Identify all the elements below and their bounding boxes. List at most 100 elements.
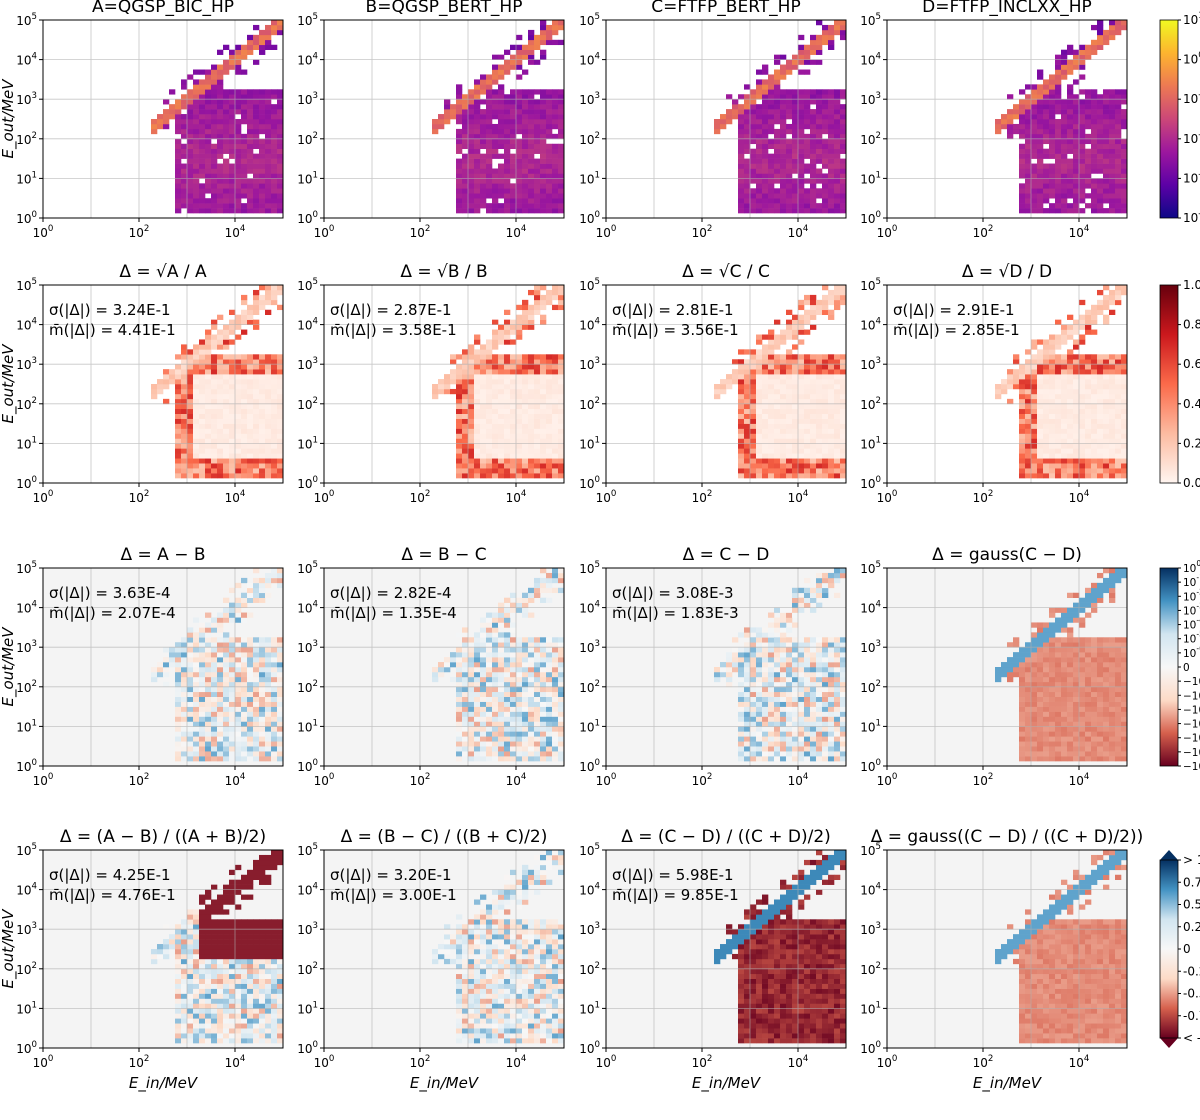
stat-sigma-value: 2.91E-1 (957, 301, 1015, 319)
y-tick-label: 100 (579, 475, 600, 491)
stat-mean-value: 4.76E-1 (118, 886, 176, 904)
y-tick-label: 105 (297, 560, 318, 576)
x-tick-label: 104 (1069, 224, 1090, 240)
colorbar-tick-label: 10-5 (1183, 630, 1200, 646)
x-tick-label: 104 (225, 1054, 246, 1070)
panel-r1-c3: 100 101 102 103 104 105 100 102 104 C=FTFP_BERT_H… (579, 0, 847, 240)
grid (43, 568, 283, 766)
y-tick-label: 105 (579, 560, 600, 576)
x-tick-label: 102 (692, 772, 713, 788)
y-tick-label: 104 (16, 600, 37, 616)
stat-sigma-value: 2.82E-4 (394, 584, 452, 602)
stat-sigma-label: σ(|Δ|) = 3.08E-3 (612, 584, 734, 602)
stat-mean-value: 3.00E-1 (399, 886, 457, 904)
y-tick-label: 100 (579, 210, 600, 226)
y-tick-label: 101 (579, 170, 600, 186)
y-tick-label: 105 (16, 12, 37, 28)
colorbar-tick-label: 10-6 (1183, 644, 1200, 660)
heatmap-cells (432, 20, 565, 214)
colorbar-tick-label: 0.0 (1183, 476, 1200, 490)
y-tick-label: 102 (579, 396, 600, 412)
stat-mean-label: m̄(|Δ|) = 3.00E-1 (330, 886, 457, 904)
panel-r4-c3: 100 101 102 103 104 105 100 102 104 Δ = (C − D) /… (579, 827, 847, 1093)
x-tick-label: 102 (410, 772, 431, 788)
y-tick-label: 102 (297, 131, 318, 147)
panel-title: Δ = gauss(C − D) (932, 545, 1082, 565)
stat-mean-value: 4.41E-1 (118, 321, 176, 339)
heatmap-cells (995, 850, 1128, 1044)
y-tick-label: 101 (16, 435, 37, 451)
stat-sigma-value: 3.20E-1 (394, 866, 452, 884)
stat-sigma-label: σ(|Δ|) = 3.24E-1 (49, 301, 171, 319)
x-tick-label: 104 (788, 1054, 809, 1070)
x-tick-label: 102 (410, 1054, 431, 1070)
colorbar-row-3: 10010-110-210-310-410-510-60−10-6−10-5−1… (1159, 559, 1200, 773)
y-tick-label: 100 (297, 475, 318, 491)
y-tick-label: 100 (16, 758, 37, 774)
grid (324, 568, 564, 766)
grid (606, 850, 846, 1048)
x-tick-label: 100 (33, 489, 54, 505)
y-axis-label: E_out/MeV (0, 78, 18, 159)
x-tick-label: 100 (314, 224, 335, 240)
x-tick-label: 102 (973, 772, 994, 788)
y-tick-label: 104 (579, 52, 600, 68)
colorbar-tick-label: 0.8 (1183, 318, 1200, 332)
panel-r3-c4: 100 101 102 103 104 105 100 102 104 Δ = gauss(C −… (860, 545, 1128, 788)
colorbar-tick-label: 1.0 (1183, 278, 1200, 292)
colorbar-tick-label: −10-1 (1183, 743, 1200, 759)
panel-r4-c1: 100 101 102 103 104 105 100 102 104 Δ = (A − B) /… (0, 827, 284, 1093)
colorbar-tick-label: 0 (1183, 942, 1191, 956)
stat-mean-value: 9.85E-1 (681, 886, 739, 904)
stat-mean-value: 1.83E-3 (681, 604, 739, 622)
panel-title: C=FTFP_BERT_HP (651, 0, 800, 17)
colorbar-tick-label: 0.4 (1183, 397, 1200, 411)
x-tick-label: 100 (877, 772, 898, 788)
panel-r2-c3: 100 101 102 103 104 105 100 102 104 Δ = √C / C σ(|… (579, 262, 847, 505)
y-tick-label: 101 (579, 435, 600, 451)
x-tick-label: 104 (788, 224, 809, 240)
panel-title: Δ = √A / A (119, 262, 207, 282)
x-tick-label: 100 (33, 1054, 54, 1070)
y-axis-label: E_out/MeV (0, 626, 18, 707)
panel-title: Δ = (B − C) / ((B + C)/2) (341, 827, 548, 847)
panel-r4-c2: 100 101 102 103 104 105 100 102 104 Δ = (B − C) /… (297, 827, 565, 1093)
heatmap-cells (151, 850, 284, 1044)
stat-mean-value: 3.56E-1 (681, 321, 739, 339)
y-tick-label: 103 (297, 91, 318, 107)
y-tick-label: 103 (579, 921, 600, 937)
x-tick-label: 100 (33, 224, 54, 240)
y-tick-label: 105 (579, 842, 600, 858)
grid (606, 285, 846, 483)
y-tick-label: 100 (860, 758, 881, 774)
y-tick-label: 101 (579, 718, 600, 734)
grid (887, 568, 1127, 766)
grid (887, 20, 1127, 218)
y-tick-label: 100 (860, 1040, 881, 1056)
y-tick-label: 105 (297, 277, 318, 293)
colorbar-tick-label: 100 (1183, 559, 1200, 575)
colorbar-tick-label: 10-2 (1183, 130, 1200, 146)
heatmap-cells (714, 285, 847, 479)
colorbar-extend-max (1160, 850, 1178, 860)
colorbar-tick-label: 10-3 (1183, 169, 1200, 185)
stat-mean-label: m̄(|Δ|) = 2.85E-1 (893, 321, 1020, 339)
panel-r1-c2: 100 101 102 103 104 105 100 102 104 B=QGSP_BERT_H… (297, 0, 565, 240)
stat-mean-label: m̄(|Δ|) = 2.07E-4 (49, 604, 176, 622)
stat-sigma-label: σ(|Δ|) = 5.98E-1 (612, 866, 734, 884)
stat-mean-value: 3.58E-1 (399, 321, 457, 339)
x-tick-label: 100 (314, 1054, 335, 1070)
x-tick-label: 104 (225, 224, 246, 240)
heatmap-cells (432, 568, 565, 762)
y-tick-label: 101 (16, 170, 37, 186)
x-tick-label: 104 (225, 772, 246, 788)
colorbar-tick-label: 0.25 (1183, 920, 1200, 934)
colorbar-tick-label: 0.5 (1183, 898, 1200, 912)
y-tick-label: 103 (579, 356, 600, 372)
x-tick-label: 102 (129, 489, 150, 505)
colorbar-tick-label: −10-2 (1183, 729, 1200, 745)
y-tick-label: 103 (860, 639, 881, 655)
x-tick-label: 100 (877, 489, 898, 505)
y-tick-label: 100 (297, 210, 318, 226)
colorbar-tick-label: 100 (1183, 51, 1200, 67)
